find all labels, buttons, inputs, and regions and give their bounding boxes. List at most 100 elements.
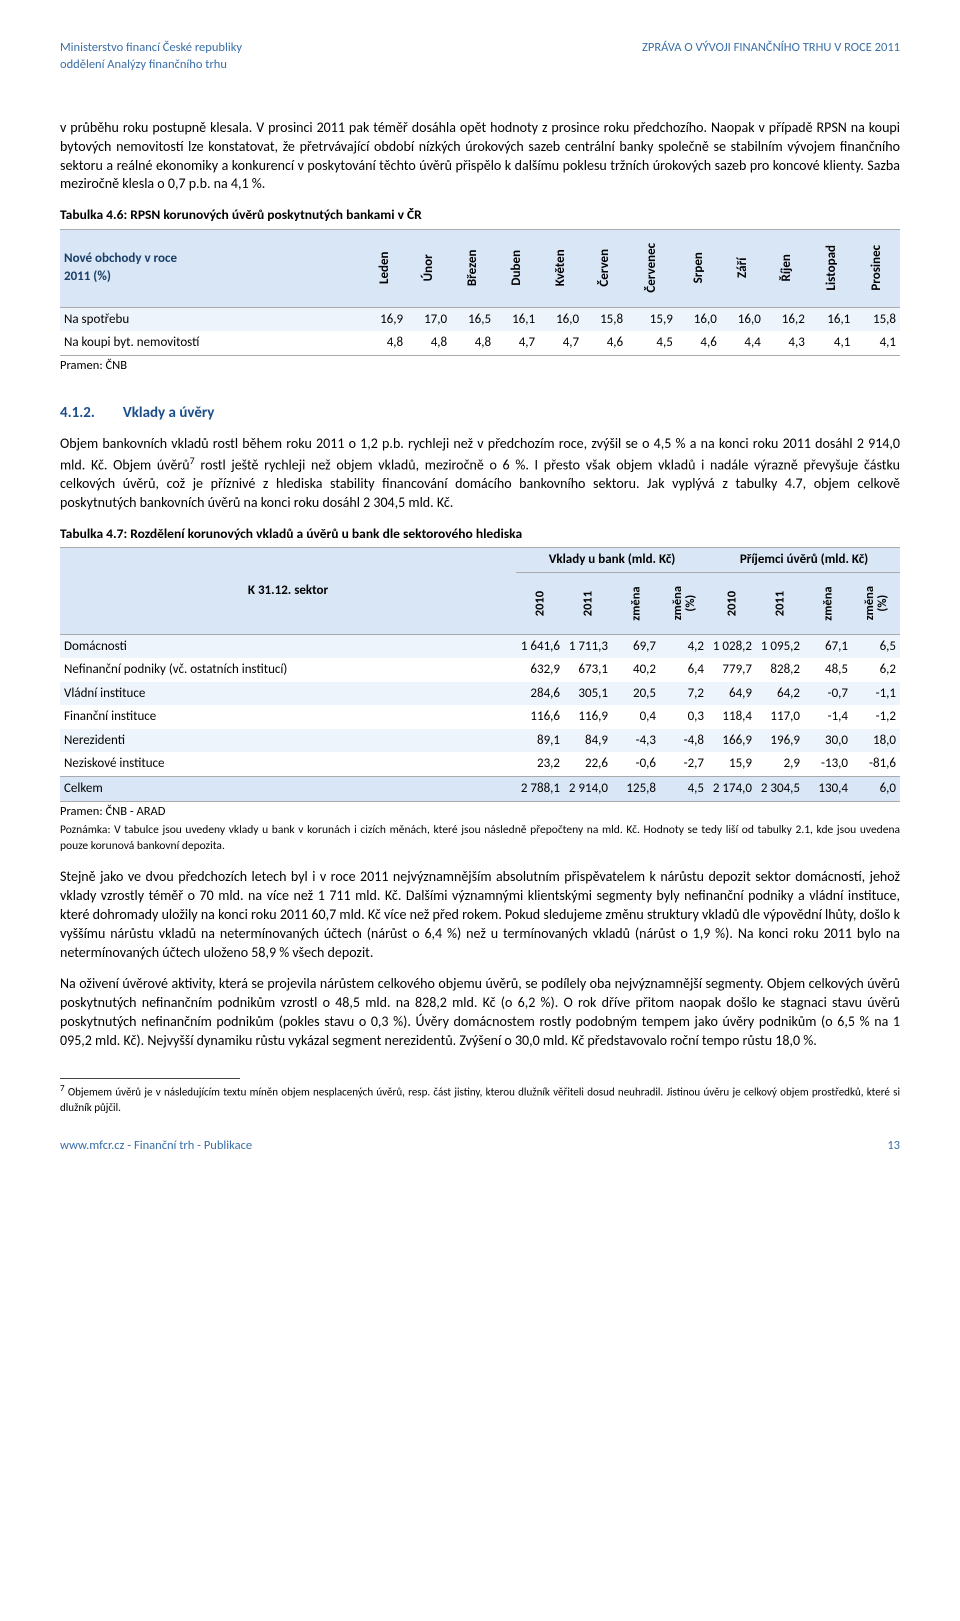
tbl46-month: Květen [539, 229, 583, 307]
cell: 15,8 [583, 307, 627, 331]
cell: 4,7 [539, 331, 583, 355]
table-total-row: Celkem2 788,12 914,0125,84,52 174,02 304… [60, 777, 900, 802]
cell: 16,9 [363, 307, 407, 331]
section-4-1-2-heading: 4.1.2. Vklady a úvěry [60, 403, 900, 423]
tbl46-month: Duben [495, 229, 539, 307]
tbl46-month: Říjen [765, 229, 809, 307]
row-label: Nefinanční podniky (vč. ostatních instit… [60, 658, 516, 682]
cell: 1 711,3 [564, 634, 612, 658]
cell: 16,0 [677, 307, 721, 331]
cell: 67,1 [804, 634, 852, 658]
cell: 64,9 [708, 682, 756, 706]
cell: 1 641,6 [516, 634, 564, 658]
ministry-name: Ministerstvo financí České republiky [60, 40, 242, 57]
table-row: Nefinanční podniky (vč. ostatních instit… [60, 658, 900, 682]
cell: 4,6 [583, 331, 627, 355]
tbl46-month: Únor [407, 229, 451, 307]
tbl46-corner-l1: Nové obchody v roce [64, 250, 359, 268]
cell: 2 174,0 [708, 777, 756, 802]
cell: 284,6 [516, 682, 564, 706]
cell: 116,9 [564, 705, 612, 729]
tbl47-subcol: změna [612, 572, 660, 634]
cell: -4,8 [660, 729, 708, 753]
cell: 69,7 [612, 634, 660, 658]
footnote-7-text: Objemem úvěrů je v následujícím textu mí… [60, 1086, 900, 1114]
paragraph-4: Na oživení úvěrové aktivity, která se pr… [60, 975, 900, 1051]
footer-page-number: 13 [887, 1138, 900, 1155]
paragraph-2: Objem bankovních vkladů rostl během roku… [60, 435, 900, 513]
tbl46-corner: Nové obchody v roce 2011 (%) [60, 229, 363, 307]
tbl46-month: Listopad [809, 229, 854, 307]
cell: 23,2 [516, 752, 564, 776]
cell: 1 028,2 [708, 634, 756, 658]
paragraph-1: v průběhu roku postupně klesala. V prosi… [60, 119, 900, 195]
tbl47-group-loans: Příjemci úvěrů (mld. Kč) [708, 548, 900, 573]
tbl47-subcol: 2010 [708, 572, 756, 634]
cell: 632,9 [516, 658, 564, 682]
cell: 4,8 [407, 331, 451, 355]
cell: -81,6 [852, 752, 900, 776]
table-row: Na spotřebu16,917,016,516,116,015,815,91… [60, 307, 900, 331]
tbl47-group-deposits: Vklady u bank (mld. Kč) [516, 548, 708, 573]
cell: 64,2 [756, 682, 804, 706]
tbl46-month: Srpen [677, 229, 721, 307]
cell: 84,9 [564, 729, 612, 753]
section-title: Vklady a úvěry [123, 404, 215, 422]
cell: 4,4 [721, 331, 765, 355]
tbl46-month: Leden [363, 229, 407, 307]
tbl47-source: Pramen: ČNB - ARAD [60, 804, 900, 821]
cell: 16,1 [495, 307, 539, 331]
section-num: 4.1.2. [60, 403, 95, 423]
row-label: Domácnosti [60, 634, 516, 658]
table-4-7: K 31.12. sektor Vklady u bank (mld. Kč) … [60, 547, 900, 801]
cell: 0,4 [612, 705, 660, 729]
cell: 30,0 [804, 729, 852, 753]
tbl47-corner: K 31.12. sektor [60, 548, 516, 635]
footnote-separator [60, 1078, 240, 1079]
cell: 6,4 [660, 658, 708, 682]
cell: 16,0 [721, 307, 765, 331]
cell: 4,2 [660, 634, 708, 658]
cell: 196,9 [756, 729, 804, 753]
cell: -1,2 [852, 705, 900, 729]
cell: 117,0 [756, 705, 804, 729]
cell: 673,1 [564, 658, 612, 682]
cell: -0,6 [612, 752, 660, 776]
cell: 166,9 [708, 729, 756, 753]
footnote-7: 7 Objemem úvěrů je v následujícím textu … [60, 1083, 900, 1115]
table47-caption: Tabulka 4.7: Rozdělení korunových vkladů… [60, 525, 900, 543]
tbl46-month: Červen [583, 229, 627, 307]
header-left: Ministerstvo financí České republiky odd… [60, 40, 242, 74]
paragraph-3: Stejně jako ve dvou předchozích letech b… [60, 868, 900, 962]
cell: 828,2 [756, 658, 804, 682]
cell: 4,8 [363, 331, 407, 355]
row-label: Neziskové instituce [60, 752, 516, 776]
cell: 40,2 [612, 658, 660, 682]
table-row: Domácnosti1 641,61 711,369,74,21 028,21 … [60, 634, 900, 658]
cell: 116,6 [516, 705, 564, 729]
tbl46-month: Březen [451, 229, 495, 307]
cell: 6,5 [852, 634, 900, 658]
cell: 6,0 [852, 777, 900, 802]
cell: 15,8 [854, 307, 900, 331]
dept-name: oddělení Analýzy finančního trhu [60, 57, 242, 74]
row-label: Na spotřebu [60, 307, 363, 331]
cell: 16,5 [451, 307, 495, 331]
cell: 4,1 [854, 331, 900, 355]
cell: 130,4 [804, 777, 852, 802]
tbl46-source: Pramen: ČNB [60, 358, 900, 375]
cell: 305,1 [564, 682, 612, 706]
cell: 16,2 [765, 307, 809, 331]
cell: 4,7 [495, 331, 539, 355]
tbl47-subcol: 2011 [756, 572, 804, 634]
cell: 2 304,5 [756, 777, 804, 802]
cell: 15,9 [708, 752, 756, 776]
cell: -1,1 [852, 682, 900, 706]
table-row: Finanční instituce116,6116,90,40,3118,41… [60, 705, 900, 729]
cell: 2 914,0 [564, 777, 612, 802]
table-row: Na koupi byt. nemovitostí4,84,84,84,74,7… [60, 331, 900, 355]
cell: 22,6 [564, 752, 612, 776]
cell: 0,3 [660, 705, 708, 729]
cell: 16,1 [809, 307, 854, 331]
tbl46-month: Červenec [627, 229, 677, 307]
